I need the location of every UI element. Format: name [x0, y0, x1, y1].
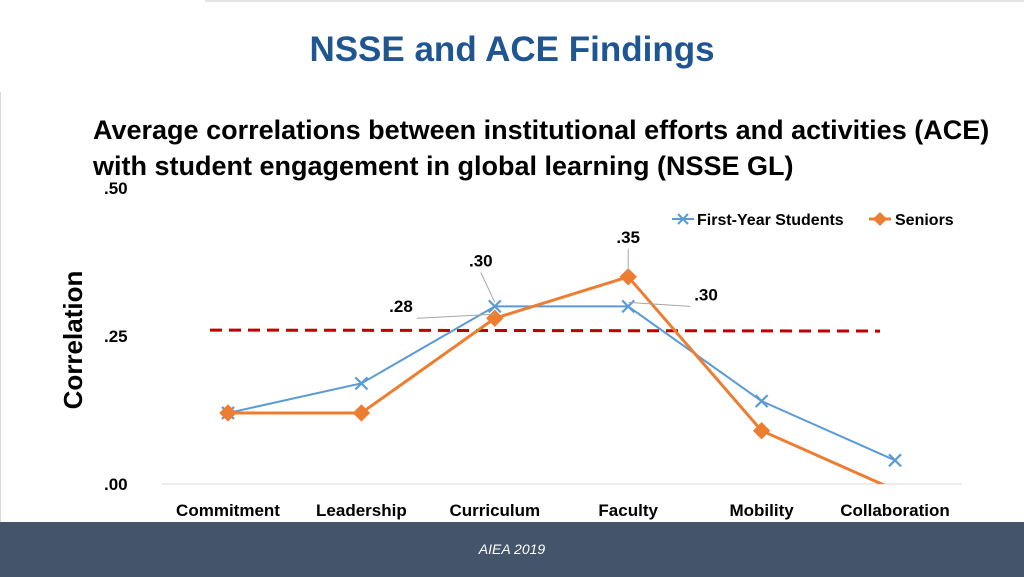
y-tick-label: .50: [104, 179, 128, 198]
reference-line: [209, 328, 881, 333]
x-tick-label: Commitment: [176, 501, 280, 520]
footer-bar: [0, 522, 1024, 577]
data-label-leader: [480, 272, 496, 303]
data-label-leader: [628, 301, 691, 307]
data-point-seniors: [352, 404, 371, 422]
chart-title: Average correlations between institution…: [93, 115, 990, 181]
legend-marker-seniors: [873, 212, 887, 226]
data-point-seniors: [752, 422, 771, 440]
data-label-leader: [416, 313, 495, 319]
data-point-first-year: [754, 394, 769, 408]
data-label: .35: [616, 228, 640, 247]
data-label-layer: .30 .28 .35 .30: [389, 228, 718, 319]
y-tick-label: .25: [104, 327, 128, 346]
slide-title: NSSE and ACE Findings: [309, 30, 715, 69]
data-point-seniors: [619, 268, 637, 286]
series-layer: [219, 268, 902, 484]
legend: First-Year Students Seniors: [672, 212, 954, 229]
y-axis-title: Correlation: [58, 271, 88, 410]
legend-marker-first-year: [677, 213, 689, 225]
data-label: .30: [469, 251, 493, 270]
series-line-seniors: [228, 275, 886, 484]
x-tick-label: Mobility: [729, 501, 794, 520]
left-divider: [0, 92, 1, 522]
data-point-first-year: [354, 376, 369, 391]
data-point-first-year: [888, 453, 902, 468]
series-line-first-year: [227, 305, 896, 462]
footer-text: AIEA 2019: [478, 541, 546, 557]
legend-label-seniors: Seniors: [895, 212, 954, 229]
x-tick-label: Curriculum: [449, 501, 540, 520]
data-label: .30: [694, 285, 718, 304]
x-tick-label: Leadership: [316, 501, 407, 520]
data-point-seniors: [219, 404, 237, 422]
data-label: .28: [389, 297, 413, 316]
top-divider: [205, 0, 1024, 2]
x-tick-label: Faculty: [598, 501, 658, 520]
legend-label-first-year: First-Year Students: [697, 212, 844, 229]
axis-layer: .00 .25 .50 Correlation Commitment Leadership…: [58, 179, 962, 520]
reference-line-layer: [209, 328, 881, 333]
y-tick-label: .00: [104, 475, 128, 494]
data-point-first-year: [488, 299, 502, 314]
x-tick-label: Collaboration: [840, 501, 950, 520]
